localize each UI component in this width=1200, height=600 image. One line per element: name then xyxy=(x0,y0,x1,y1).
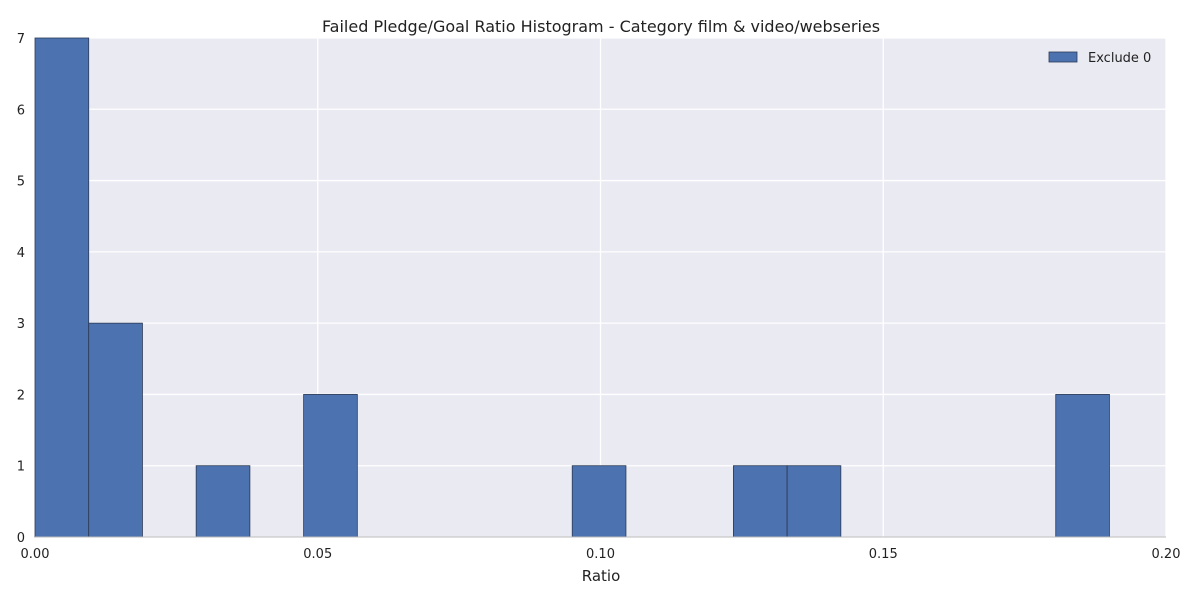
histogram-bar xyxy=(34,37,90,538)
y-tick-label: 0 xyxy=(17,531,25,546)
histogram-bar xyxy=(786,465,842,538)
grid-lines xyxy=(34,37,1167,538)
y-tick-label: 5 xyxy=(17,175,25,190)
y-tick-label: 1 xyxy=(17,460,25,475)
histogram-bar xyxy=(195,465,251,538)
y-tick-label: 3 xyxy=(17,317,25,332)
histogram-bar xyxy=(732,465,788,538)
x-tick-label: 0.20 xyxy=(1152,547,1181,562)
x-tick-label: 0.10 xyxy=(586,547,615,562)
histogram-bar xyxy=(88,322,143,538)
y-tick-label: 7 xyxy=(17,32,25,47)
x-tick-label: 0.00 xyxy=(21,547,50,562)
chart-title: Failed Pledge/Goal Ratio Histogram - Cat… xyxy=(322,17,880,36)
legend-swatch xyxy=(1048,51,1078,63)
x-tick-label: 0.15 xyxy=(869,547,898,562)
x-tick-label: 0.05 xyxy=(303,547,332,562)
x-axis-label: Ratio xyxy=(582,567,621,585)
y-tick-labels: 0 1 2 3 4 5 6 7 xyxy=(17,32,25,546)
y-tick-label: 2 xyxy=(17,388,25,403)
bars-group xyxy=(34,37,1110,538)
x-tick-labels: 0.00 0.05 0.10 0.15 0.20 xyxy=(21,547,1181,562)
y-tick-label: 4 xyxy=(17,246,25,261)
legend: Exclude 0 xyxy=(1048,51,1151,66)
y-tick-label: 6 xyxy=(17,103,25,118)
histogram-bar xyxy=(571,465,627,538)
histogram-bar xyxy=(303,394,358,538)
legend-label: Exclude 0 xyxy=(1088,51,1151,66)
histogram-bar xyxy=(1055,394,1110,538)
